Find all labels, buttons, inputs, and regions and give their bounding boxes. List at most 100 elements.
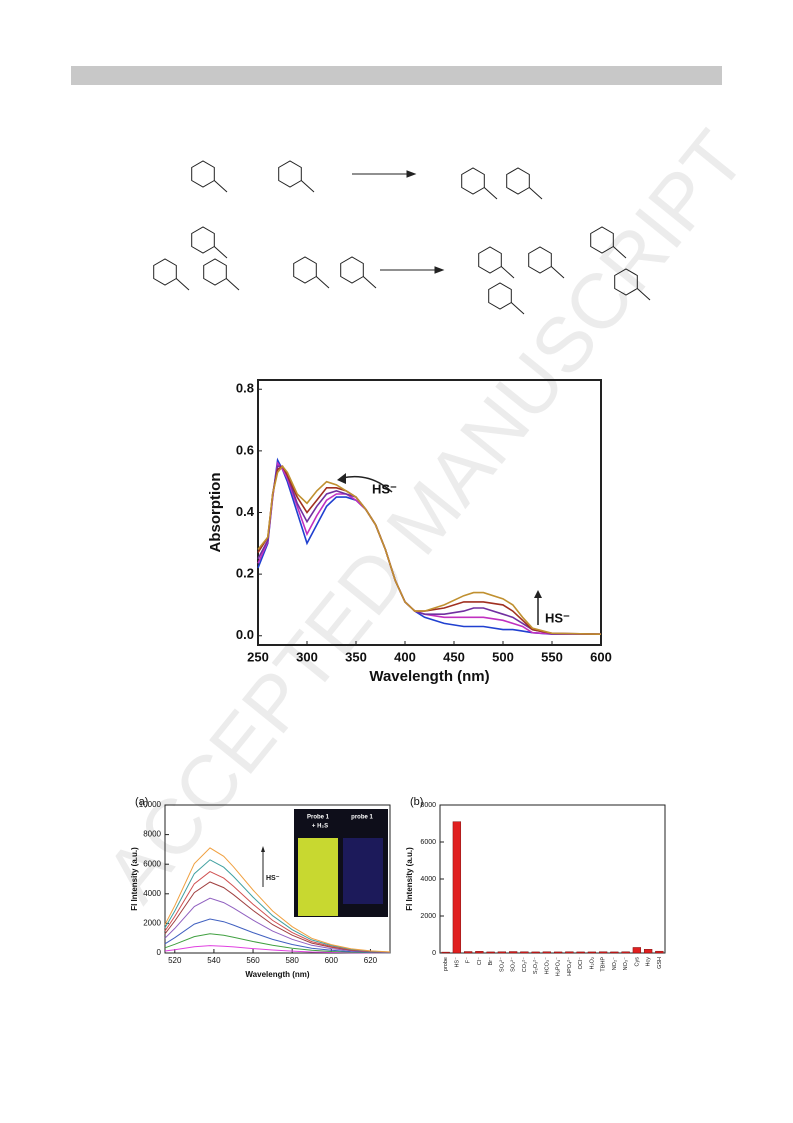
- x-tick-label: 600: [590, 649, 612, 664]
- x-tick-label: GSH: [657, 957, 663, 969]
- bar: [497, 951, 507, 954]
- molecule-ring: [203, 258, 227, 286]
- x-tick-label: 350: [345, 649, 367, 664]
- x-tick-label: TBHP: [601, 957, 607, 972]
- chart: 0 2000 4000 6000 8000 10000 520 540 560 580 600 620…: [130, 796, 391, 979]
- annotation: HS⁻: [545, 610, 570, 625]
- watermark: ACCEPTED MANUSCRIPT: [88, 114, 762, 917]
- annotation-arrow-head: [261, 846, 265, 852]
- series-line: [164, 918, 391, 954]
- molecule-ring: [191, 226, 215, 254]
- y-tick-label: 4000: [420, 876, 436, 883]
- y-axis-label: FI Intensity (a.u.): [130, 847, 139, 911]
- x-tick-label: NO₂⁻: [612, 957, 618, 970]
- plot-frame: [164, 804, 391, 954]
- bar: [632, 947, 642, 954]
- y-tick-label: 0.4: [236, 504, 255, 519]
- x-tick-label: S₂O₃²⁻: [533, 957, 539, 974]
- x-tick-label: Br⁻: [488, 957, 494, 966]
- y-tick-label: 0.6: [236, 442, 254, 457]
- annotation-arrow: [341, 475, 393, 493]
- x-tick-label: probe: [443, 957, 449, 971]
- bar: [463, 951, 473, 954]
- y-tick-label: 0.8: [236, 381, 254, 396]
- molecule-ring: [461, 167, 485, 195]
- molecule-ring: [614, 268, 638, 296]
- x-axis-label: Wavelength (nm): [245, 970, 309, 979]
- molecule-bond: [175, 278, 190, 291]
- x-tick-label: 540: [207, 956, 221, 965]
- molecule-bond: [550, 266, 565, 279]
- x-tick-label: 250: [247, 649, 269, 664]
- molecule-ring: [293, 256, 317, 284]
- x-tick-label: Cys: [634, 957, 640, 967]
- bar: [520, 951, 529, 954]
- molecule-ring: [590, 226, 614, 254]
- bar: [565, 951, 574, 954]
- chart: 0.0 0.2 0.4 0.6 0.8 250 300 350 400 450 500 550 600 W…: [207, 379, 612, 685]
- panel-label: (a): [135, 796, 148, 808]
- plot-frame: [439, 804, 666, 954]
- series-line: [257, 465, 602, 635]
- molecule-ring: [506, 167, 530, 195]
- molecule-ring: [278, 160, 302, 188]
- bar: [452, 821, 462, 954]
- y-tick-label: 10000: [139, 800, 162, 809]
- molecule-bond: [213, 180, 228, 193]
- molecule-bond: [213, 246, 228, 259]
- header-bar: [71, 66, 722, 85]
- series-line: [164, 897, 391, 953]
- bar: [486, 951, 495, 954]
- x-tick-label: SO₄²⁻: [499, 957, 505, 972]
- inset-label: + H₂S: [312, 824, 328, 830]
- x-tick-label: Cl⁻: [477, 957, 483, 965]
- molecule-bond: [612, 246, 627, 259]
- y-axis-label: Absorption: [207, 473, 224, 553]
- arrow-head: [434, 266, 445, 274]
- y-tick-label: 4000: [143, 889, 161, 898]
- molecule-bond: [500, 266, 515, 279]
- y-tick-label: 0: [432, 950, 436, 957]
- x-axis-label: Wavelength (nm): [369, 668, 489, 685]
- bar: [542, 951, 552, 954]
- y-tick-label: 2000: [420, 913, 436, 920]
- bar: [531, 951, 540, 954]
- x-tick-label: 600: [325, 956, 339, 965]
- y-tick-label: 0.0: [236, 627, 254, 642]
- x-tick-label: 550: [541, 649, 563, 664]
- molecule-bond: [528, 187, 543, 200]
- x-tick-label: OCl⁻: [578, 957, 584, 969]
- y-axis-label: FI Intensity (a.u.): [405, 847, 414, 911]
- series-line: [164, 859, 391, 953]
- inset-label: probe 1: [351, 815, 373, 821]
- bar: [441, 951, 450, 954]
- x-tick-label: 620: [364, 956, 378, 965]
- x-tick-label: H₂O₂: [589, 957, 595, 970]
- y-tick-label: 8000: [420, 802, 436, 809]
- bar: [475, 951, 484, 954]
- x-tick-label: H₂PO₄⁻: [556, 957, 562, 976]
- bar: [598, 951, 608, 954]
- series-line: [164, 933, 391, 954]
- annotation: HS⁻: [266, 875, 280, 882]
- molecule-ring: [528, 246, 552, 274]
- x-tick-label: HS⁻: [454, 957, 460, 968]
- x-tick-label: 400: [394, 649, 416, 664]
- chart: 0 2000 4000 6000 8000 FI Intensity (a.u.) (b) p…: [405, 796, 666, 976]
- molecule-bond: [362, 276, 377, 289]
- bar: [553, 951, 563, 954]
- y-tick-label: 6000: [420, 839, 436, 846]
- y-tick-label: 6000: [143, 859, 161, 868]
- y-tick-label: 0.2: [236, 566, 254, 581]
- x-tick-label: 450: [443, 649, 465, 664]
- bar: [587, 951, 597, 954]
- molecule-bond: [225, 278, 240, 291]
- x-tick-label: NO₃⁻: [623, 957, 629, 970]
- arrow-head: [406, 170, 417, 178]
- cuvette-yellow: [298, 838, 338, 916]
- bar: [655, 950, 664, 954]
- bar: [508, 951, 518, 954]
- series-line: [164, 881, 391, 953]
- bar: [621, 951, 630, 954]
